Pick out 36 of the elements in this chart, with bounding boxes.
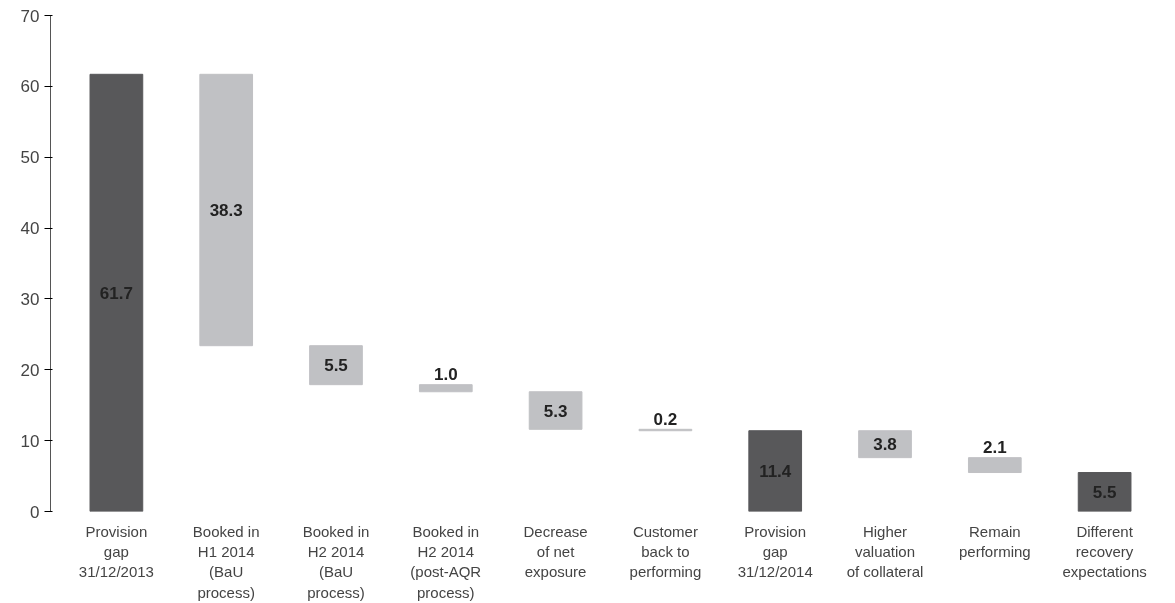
data-label: 0.2 — [653, 410, 678, 430]
data-label: 5.5 — [1092, 483, 1117, 503]
y-tick-label: 60 — [20, 77, 40, 97]
y-tick-label: 70 — [20, 6, 40, 26]
bar — [89, 73, 144, 512]
y-tick-label: 50 — [20, 148, 40, 168]
y-tick-label: 10 — [20, 431, 40, 451]
data-label: 5.5 — [324, 356, 348, 376]
x-tick-label: Booked in H2 2014 (BaU process) — [302, 522, 370, 601]
x-tick-label: Higher valuation of collateral — [846, 522, 924, 581]
x-tick-label: Booked in H1 2014 (BaU process) — [192, 522, 260, 601]
data-label: 11.4 — [759, 462, 792, 482]
bar — [528, 391, 583, 430]
bar — [748, 430, 803, 512]
data-label: 38.3 — [209, 201, 243, 220]
data-label: 2.1 — [983, 438, 1007, 458]
data-label: 61.7 — [99, 283, 133, 303]
bar — [309, 345, 363, 386]
data-label: 5.3 — [543, 401, 568, 421]
x-tick-label: Decrease of net exposure — [523, 522, 588, 581]
bar — [1077, 472, 1132, 512]
bar — [199, 73, 254, 347]
bar — [967, 457, 1022, 474]
bar — [418, 384, 473, 393]
x-tick-label: Provision gap 31/12/2014 — [737, 522, 813, 581]
x-tick-label: Different recovery expectations — [1062, 522, 1147, 581]
data-label: 3.8 — [873, 435, 897, 455]
y-tick-label: 0 — [30, 502, 40, 522]
y-tick-label: 30 — [20, 289, 40, 309]
y-tick-label: 20 — [20, 360, 40, 380]
x-tick-label: Remain performing — [958, 522, 1031, 560]
x-tick-label: Customer back to performing — [629, 522, 702, 581]
y-tick-label: 40 — [20, 219, 40, 239]
data-label: 1.0 — [433, 365, 458, 385]
x-tick-label: Booked in H2 2014 (post-AQR process) — [410, 522, 482, 601]
x-tick-label: Provision gap 31/12/2013 — [78, 522, 154, 581]
